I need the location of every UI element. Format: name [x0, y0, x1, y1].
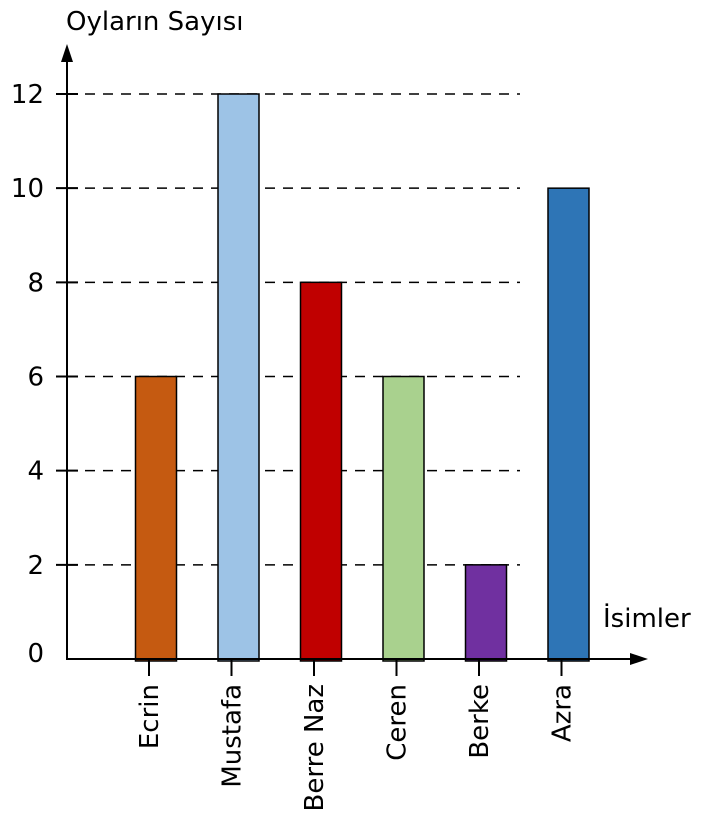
- y-tick-label: 12: [11, 80, 44, 110]
- x-tick-label: Mustafa: [218, 684, 248, 788]
- x-axis-title: İsimler: [603, 602, 691, 634]
- y-tick-label: 10: [11, 174, 44, 204]
- y-axis-title: Oyların Sayısı: [66, 7, 243, 37]
- bar: [464, 564, 508, 662]
- bar: [134, 375, 178, 662]
- bar: [547, 187, 590, 662]
- x-axis-arrow: [630, 653, 648, 665]
- y-tick-label: 4: [27, 457, 44, 487]
- x-tick-label: Berre Naz: [300, 684, 330, 811]
- axes: [61, 44, 648, 665]
- ticks: [56, 93, 563, 676]
- labels: Oyların Sayısı İsimler 0 2 4 6 8 10 12 Ecrin Mus…: [11, 7, 691, 811]
- bar: [382, 375, 425, 662]
- y-tick-label: 8: [27, 268, 44, 298]
- x-tick-label: Azra: [548, 684, 578, 742]
- y-tick-label: 0: [27, 639, 44, 669]
- x-tick-label: Ecrin: [135, 684, 165, 749]
- y-tick-label: 6: [27, 363, 44, 393]
- bars: [134, 93, 590, 662]
- y-tick-label: 2: [27, 551, 44, 581]
- x-tick-label: Berke: [465, 684, 495, 759]
- bar: [217, 93, 260, 662]
- x-tick-label: Ceren: [383, 684, 413, 761]
- bar: [299, 281, 343, 662]
- y-axis-arrow: [61, 44, 73, 62]
